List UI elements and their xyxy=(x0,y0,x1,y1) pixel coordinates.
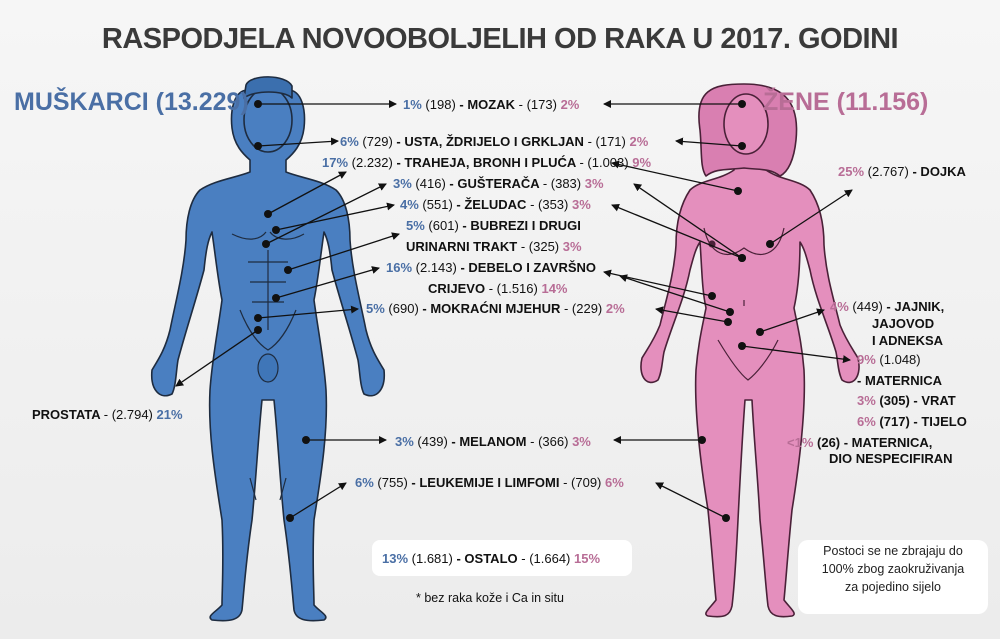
label-kidney-line2: URINARNI TRAKT - (325) 3% xyxy=(406,239,582,254)
dot-brain-f xyxy=(738,100,746,108)
dot-stomach-f xyxy=(738,254,746,262)
pointer-lung-m xyxy=(267,171,347,215)
label-other: 13% (1.681) - OSTALO - (1.664) 15% xyxy=(382,551,601,566)
label-uterus: - MATERNICA xyxy=(857,373,942,388)
label-stomach: 4% (551) - ŽELUDAC - (353) 3% xyxy=(400,197,591,212)
pointer-colon-f2 xyxy=(619,274,731,313)
label-colon-line1: 16% (2.143) - DEBELO I ZAVRŠNO xyxy=(386,260,597,275)
pointer-bladder-m xyxy=(257,305,359,319)
label-ovary-line2: JAJOVOD xyxy=(872,316,935,331)
dot-leukemia-f xyxy=(722,514,730,522)
dot-stomach-m xyxy=(272,226,280,234)
pointer-kidney-m xyxy=(287,232,400,271)
pointer-uterus-f xyxy=(741,345,851,364)
dot-melanoma-f xyxy=(698,436,706,444)
women-header: ŽENE (11.156) xyxy=(763,88,929,116)
label-colon-line2: CRIJEVO - (1.516) 14% xyxy=(428,281,568,296)
dot-mouth-f xyxy=(738,142,746,150)
label-uterus-unspecified-line2: DIO NESPECIFIRAN xyxy=(829,451,953,466)
pointer-ovary-f xyxy=(759,308,825,333)
female-body-figure xyxy=(640,83,860,618)
dot-breast-f xyxy=(766,240,774,248)
label-breast: 25% (2.767) - DOJKA xyxy=(838,164,966,179)
dot-kidney-m xyxy=(284,266,292,274)
dot-ovary-f xyxy=(756,328,764,336)
label-bladder: 5% (690) - MOKRAĆNI MJEHUR - (229) 2% xyxy=(366,301,625,316)
label-kidney-line1: 5% (601) - BUBREZI I DRUGI xyxy=(406,218,581,233)
label-brain: 1% (198) - MOZAK - (173) 2% xyxy=(403,97,580,112)
pointer-pancreas-m xyxy=(265,183,387,245)
label-uterus-body: 6% (717) - TIJELO xyxy=(857,414,967,429)
dot-leukemia-m xyxy=(286,514,294,522)
dot-bladder-m xyxy=(254,314,262,322)
note-line-2: 100% zbog zaokruživanja xyxy=(821,562,965,576)
pointer-stomach-f xyxy=(611,203,743,259)
rounding-note: Postoci se ne zbrajaju do 100% zbog zaok… xyxy=(798,540,988,614)
dot-pancreas-m xyxy=(262,240,270,248)
pointer-lung-f xyxy=(611,160,739,192)
pointer-stomach-m xyxy=(275,202,395,231)
dot-uterus-f xyxy=(738,342,746,350)
dot-mouth-m xyxy=(254,142,262,150)
note-line-3: za pojedino sijelo xyxy=(845,580,941,594)
label-ovary-line1: 4% (449) - JAJNIK, xyxy=(830,299,945,314)
pointer-prostate-m xyxy=(175,329,259,387)
label-leukemia-lymphoma: 6% (755) - LEUKEMIJE I LIMFOMI - (709) 6… xyxy=(355,475,624,490)
pointer-leukemia-m xyxy=(289,482,347,519)
pointer-bladder-f xyxy=(655,306,729,323)
label-pancreas: 3% (416) - GUŠTERAČA - (383) 3% xyxy=(393,176,604,191)
label-uterus-cervix: 3% (305) - VRAT xyxy=(857,393,956,408)
dot-melanoma-m xyxy=(302,436,310,444)
dot-colon-f2 xyxy=(726,308,734,316)
pointer-leukemia-f xyxy=(655,482,727,519)
note-line-1: Postoci se ne zbrajaju do xyxy=(823,544,963,558)
dot-prostate-m xyxy=(254,326,262,334)
footnote: * bez raka kože i Ca in situ xyxy=(416,591,564,605)
pointer-mouth-f xyxy=(675,137,743,147)
pointer-mouth-m xyxy=(257,137,339,147)
pointer-breast-f xyxy=(769,189,853,245)
chart-title: RASPODJELA NOVOOBOLJELIH OD RAKA U 2017.… xyxy=(101,23,899,55)
label-ovary-line3: I ADNEKSA xyxy=(872,333,944,348)
pointer-pancreas-f xyxy=(633,183,743,259)
label-melanoma: 3% (439) - MELANOM - (366) 3% xyxy=(395,434,591,449)
male-body-details xyxy=(231,231,305,501)
dot-lung-m xyxy=(264,210,272,218)
label-mouth-pharynx-larynx: 6% (729) - USTA, ŽDRIJELO I GRKLJAN - (1… xyxy=(340,134,649,149)
pointer-colon-m xyxy=(275,266,380,299)
dot-brain-m xyxy=(254,100,262,108)
other-box xyxy=(372,540,632,576)
pointer-lines xyxy=(175,100,853,522)
dot-lung-f xyxy=(734,187,742,195)
label-prostate: PROSTATA - (2.794) 21% xyxy=(32,407,183,422)
dot-colon-m xyxy=(272,294,280,302)
label-lung: 17% (2.232) - TRAHEJA, BRONH I PLUĆA - (… xyxy=(322,155,652,170)
dot-bladder-f xyxy=(724,318,732,326)
men-header: MUŠKARCI (13.229) xyxy=(14,88,249,116)
label-uterus-unspecified: <1% (26) - MATERNICA, xyxy=(787,435,933,450)
dot-colon-f1 xyxy=(708,292,716,300)
label-uterus-total: 9% (1.048) xyxy=(857,352,921,367)
